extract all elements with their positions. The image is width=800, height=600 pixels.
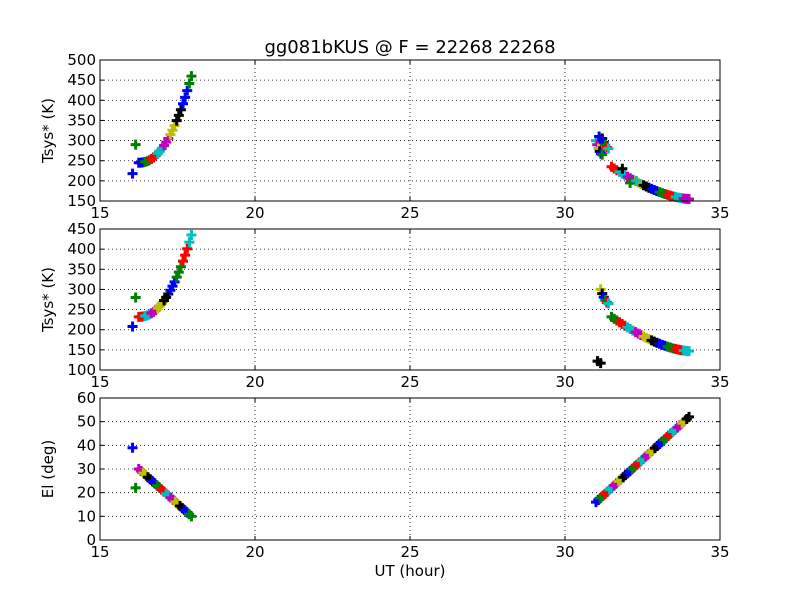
y-tick-label: 300 <box>67 132 96 150</box>
data-point <box>186 230 197 241</box>
y-axis-label: El (deg) <box>39 440 57 498</box>
y-tick-label: 200 <box>67 321 96 339</box>
data-point <box>182 243 193 254</box>
data-point <box>184 78 195 89</box>
x-tick-label: 20 <box>245 204 264 222</box>
x-tick-label: 35 <box>710 373 729 391</box>
data-point <box>631 175 642 186</box>
data-point <box>173 110 184 121</box>
data-point <box>173 267 184 278</box>
x-tick-label: 25 <box>400 204 419 222</box>
data-point <box>127 321 138 332</box>
x-tick-label: 15 <box>90 204 109 222</box>
x-tick-label: 25 <box>400 373 419 391</box>
data-point <box>175 104 186 115</box>
x-tick-label: 35 <box>710 543 729 561</box>
panel-bottom: 15 20 25 30 35 0 10 20 30 40 50 60 El (deg) <box>39 389 730 561</box>
y-tick-label: 150 <box>67 341 96 359</box>
y-tick-label: 250 <box>67 152 96 170</box>
data-point <box>684 193 694 204</box>
data-point <box>130 292 141 303</box>
y-tick-label: 350 <box>67 111 96 129</box>
y-tick-label: 10 <box>77 507 96 525</box>
y-tick-label: 450 <box>67 71 96 89</box>
x-tick-label: 30 <box>555 373 574 391</box>
y-axis-label: Tsys* (K) <box>39 98 57 164</box>
data-point <box>175 261 186 272</box>
data-point <box>178 98 189 109</box>
x-tick-label: 20 <box>245 543 264 561</box>
x-axis-label: UT (hour) <box>375 562 446 580</box>
data-point <box>684 346 694 357</box>
panel-middle: 15 20 25 30 35 100 150 200 250 300 350 400 450 Tsys* … <box>39 220 730 391</box>
y-tick-label: 500 <box>67 51 96 69</box>
data-point <box>171 115 182 126</box>
data-point <box>130 139 141 150</box>
data-point <box>171 272 182 283</box>
data-point <box>180 92 191 103</box>
data-point <box>186 71 197 82</box>
x-tick-label: 15 <box>90 543 109 561</box>
data-point <box>597 149 608 160</box>
y-tick-label: 300 <box>67 280 96 298</box>
y-tick-label: 200 <box>67 172 96 190</box>
data-point <box>127 168 138 179</box>
data-point <box>182 85 193 96</box>
y-tick-label: 400 <box>67 91 96 109</box>
data-point <box>130 482 141 493</box>
x-tick-label: 30 <box>555 204 574 222</box>
y-axis-label: Tsys* (K) <box>39 267 57 333</box>
y-tick-label: 50 <box>77 413 96 431</box>
y-tick-label: 60 <box>77 389 96 407</box>
data-point <box>184 237 195 248</box>
y-tick-label: 40 <box>77 436 96 454</box>
data-point <box>603 143 614 154</box>
data-point <box>595 358 606 369</box>
x-tick-label: 35 <box>710 204 729 222</box>
x-tick-label: 25 <box>400 543 419 561</box>
y-tick-label: 400 <box>67 240 96 258</box>
y-tick-label: 350 <box>67 260 96 278</box>
y-tick-label: 30 <box>77 460 96 478</box>
data-point <box>186 511 197 522</box>
panel-top: 15 20 25 30 35 150 200 250 300 350 400 450 500 Tsys* … <box>39 51 730 222</box>
data-point <box>178 256 189 267</box>
data-point <box>684 411 694 422</box>
data-point <box>180 250 191 261</box>
y-tick-label: 450 <box>67 220 96 238</box>
y-tick-label: 20 <box>77 484 96 502</box>
y-tick-label: 150 <box>67 192 96 210</box>
data-point <box>594 131 605 142</box>
data-point <box>603 298 614 309</box>
y-tick-label: 100 <box>67 361 96 379</box>
y-tick-label: 250 <box>67 301 96 319</box>
plot-frame <box>99 228 721 371</box>
y-tick-label: 0 <box>86 531 96 549</box>
data-point <box>617 163 628 174</box>
data-point <box>127 442 138 453</box>
x-tick-label: 20 <box>245 373 264 391</box>
x-tick-label: 30 <box>555 543 574 561</box>
chart-title: gg081bKUS @ F = 22268 22268 <box>264 37 555 58</box>
data-point <box>625 177 636 188</box>
x-tick-label: 15 <box>90 373 109 391</box>
